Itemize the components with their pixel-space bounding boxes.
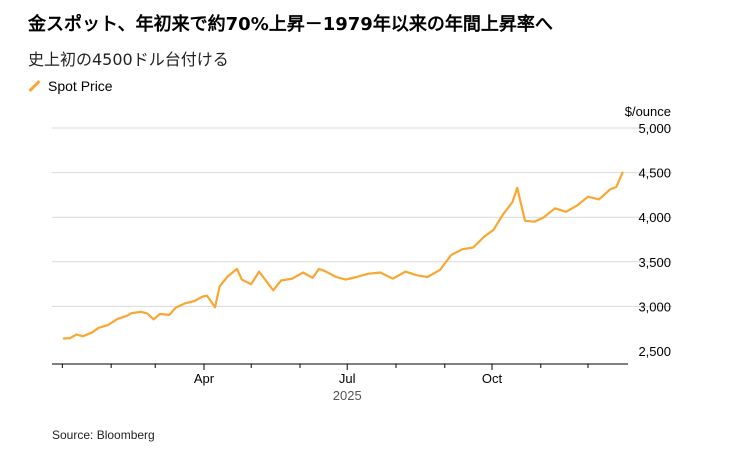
y-tick-label: 3,000 <box>638 299 671 314</box>
y-tick-label: 5,000 <box>638 121 671 136</box>
legend-label: Spot Price <box>48 78 113 94</box>
y-tick-label: 4,500 <box>638 166 671 181</box>
x-tick-label: Oct <box>482 371 503 386</box>
series-line-spot-price <box>62 171 624 340</box>
x-tick-label: Apr <box>194 371 215 386</box>
y-tick-label: 2,500 <box>638 344 671 359</box>
y-tick-label: 3,500 <box>638 255 671 270</box>
y-tick-label: 4,000 <box>638 210 671 225</box>
chart-title: 金スポット、年初来で約70%上昇－1979年以来の年間上昇率へ <box>28 14 553 35</box>
chart-subtitle: 史上初の4500ドル台付ける <box>28 50 229 69</box>
y-axis-unit-label: $/ounce <box>625 104 671 119</box>
source-note: Source: Bloomberg <box>52 428 155 442</box>
x-tick-label: Jul <box>339 371 356 386</box>
x-year-label: 2025 <box>333 388 362 403</box>
legend: Spot Price <box>28 78 113 94</box>
